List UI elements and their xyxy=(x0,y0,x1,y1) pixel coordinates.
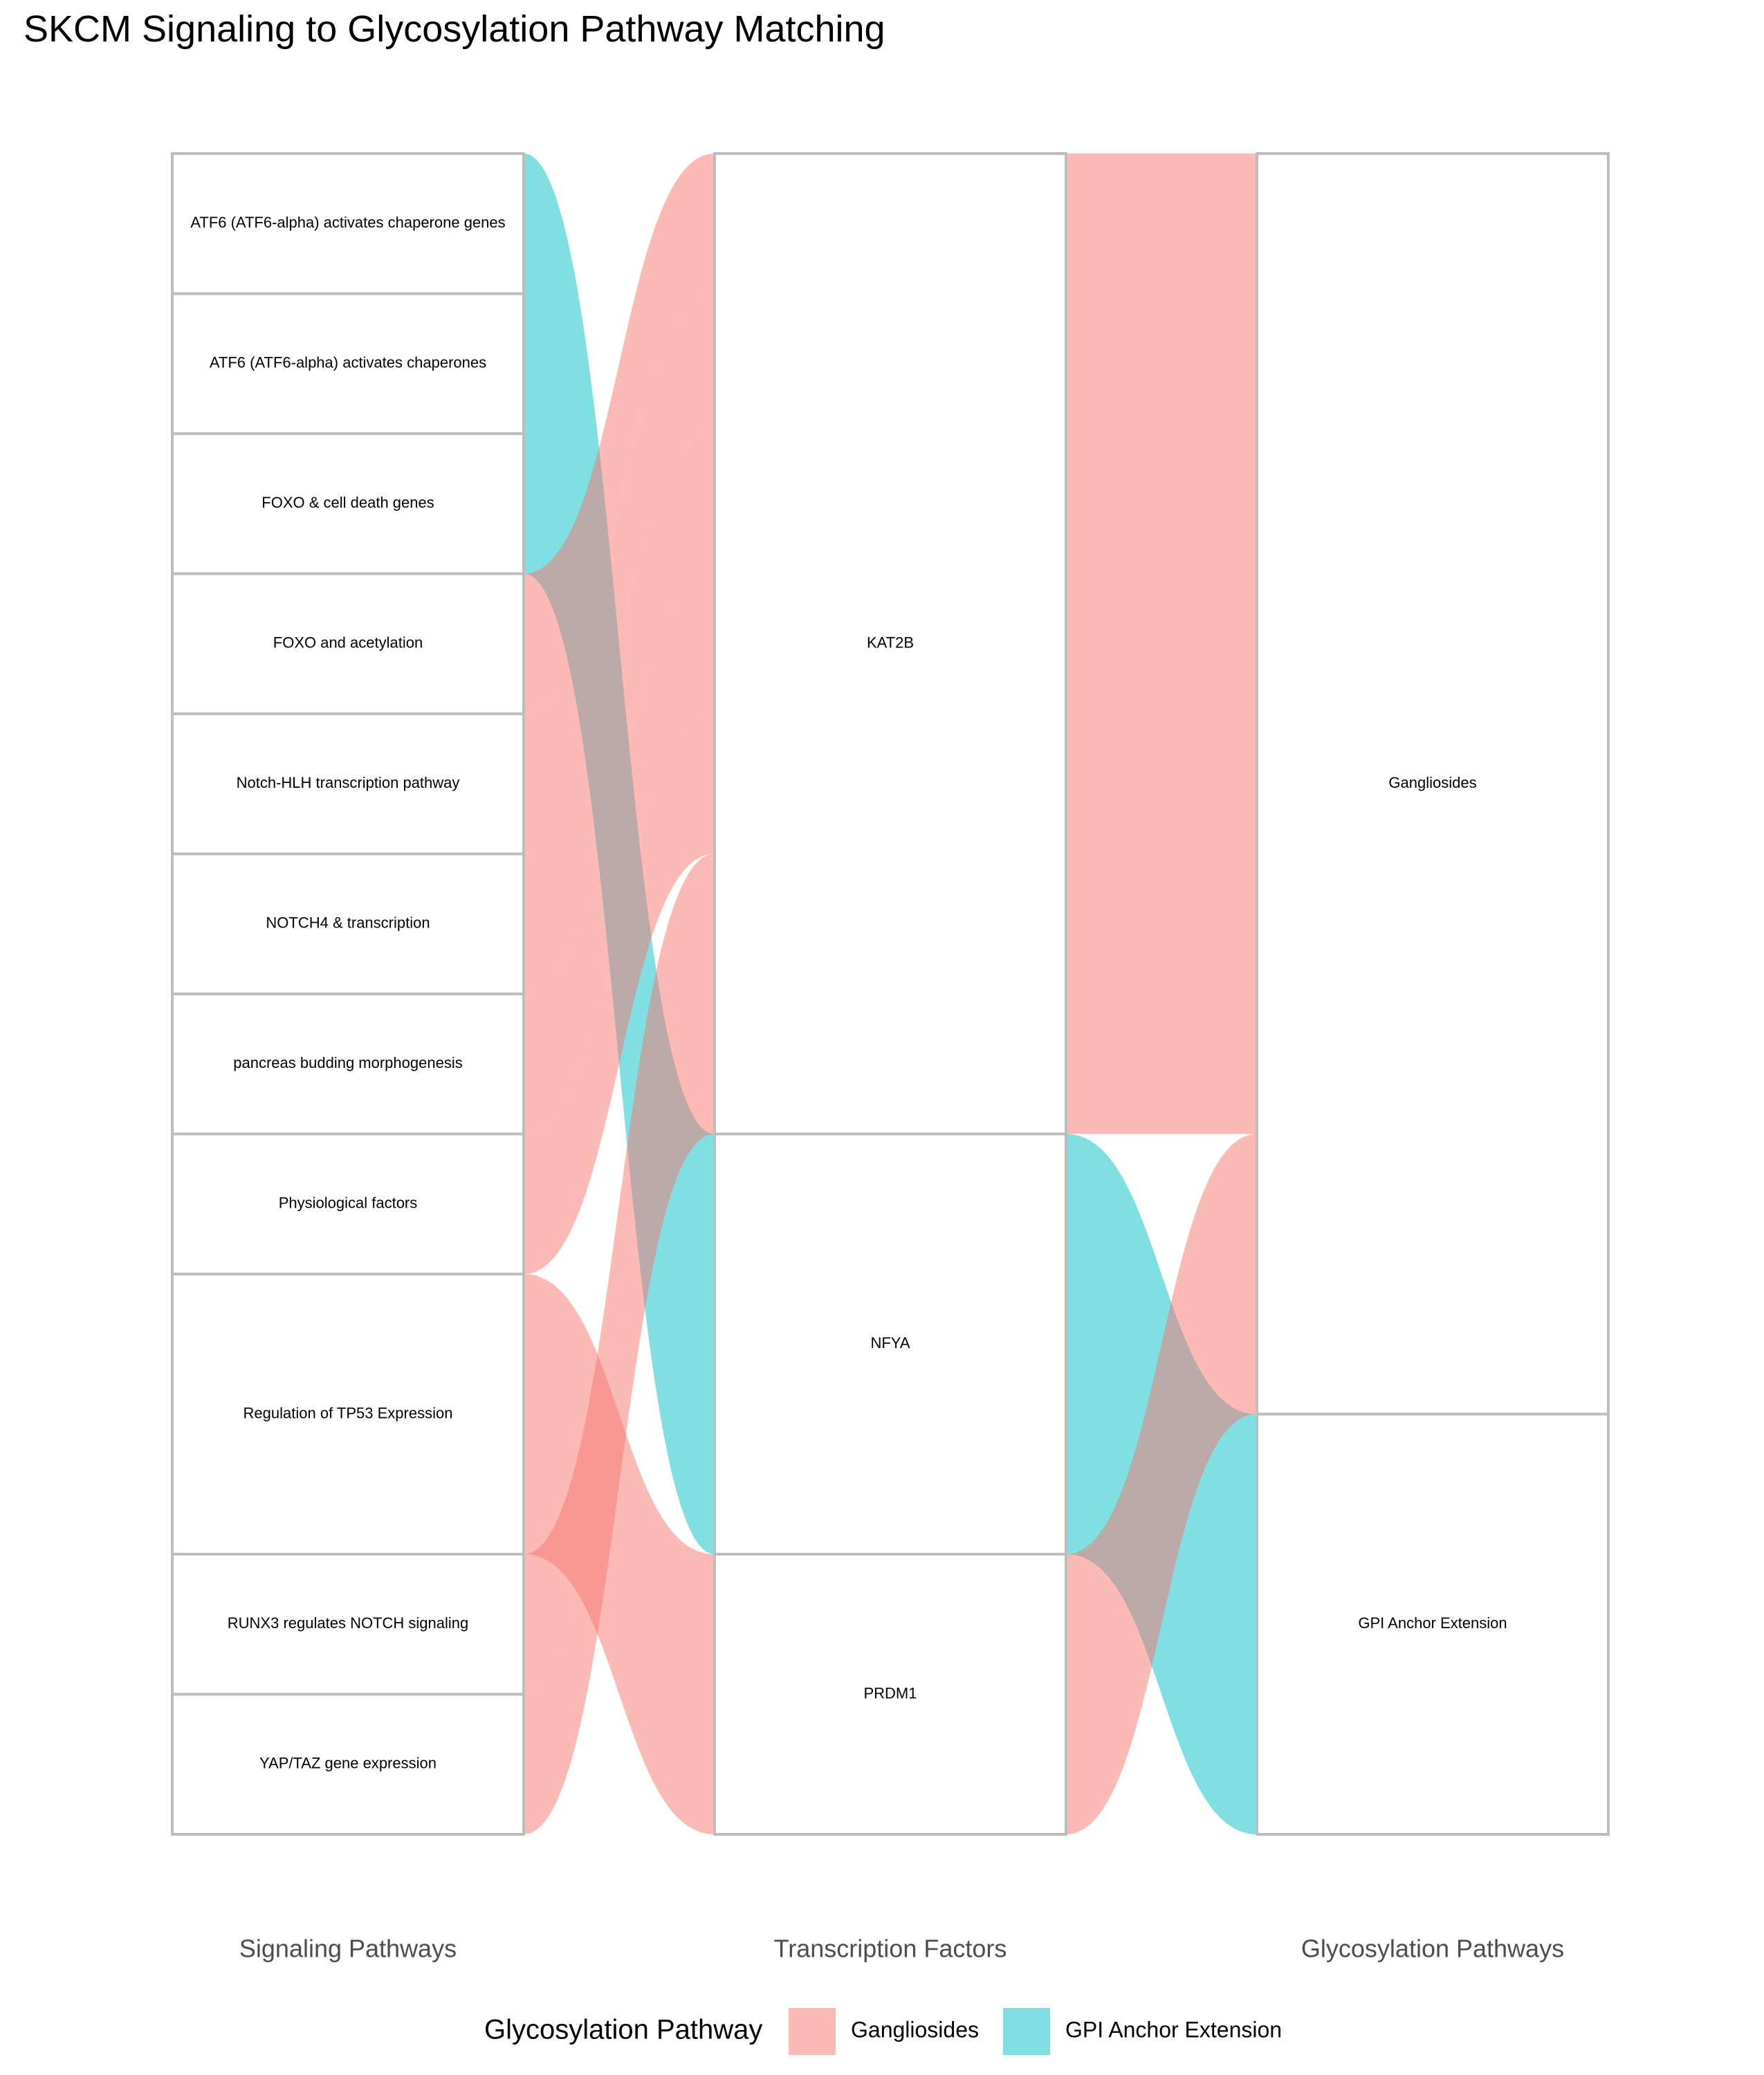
flow-runx3-regulates-notch-signaling xyxy=(524,854,1257,1695)
flow-ribbon xyxy=(1066,854,1257,994)
stratum-label: Gangliosides xyxy=(1388,774,1476,791)
flow-ribbon xyxy=(1066,994,1257,1134)
stratum-label: FOXO & cell death genes xyxy=(261,494,434,511)
stratum-label: NOTCH4 & transcription xyxy=(266,914,430,932)
stratum-label: PRDM1 xyxy=(863,1684,917,1702)
stratum-label: GPI Anchor Extension xyxy=(1358,1614,1507,1632)
stratum-label: KAT2B xyxy=(867,634,914,652)
stratum-label: Physiological factors xyxy=(279,1195,418,1212)
axis-label-signaling-pathways: Signaling Pathways xyxy=(239,1935,457,1963)
stratum-nfya: NFYA xyxy=(713,1132,1067,1556)
flow-ribbon xyxy=(524,994,715,1834)
stratum-box xyxy=(1256,152,1610,1416)
flow-regulation-of-tp53-expression xyxy=(524,1134,1257,1834)
flow-ribbon xyxy=(1066,434,1257,574)
stratum-label: FOXO and acetylation xyxy=(273,634,423,652)
stratum-box xyxy=(1256,1412,1610,1836)
stratum-label: Regulation of TP53 Expression xyxy=(244,1404,453,1421)
flow-ribbon xyxy=(524,293,715,854)
stratum-notch-hlh-transcription-pathway: Notch-HLH transcription pathway xyxy=(171,712,525,856)
stratum-box xyxy=(171,1553,525,1696)
stratum-label: ATF6 (ATF6-alpha) activates chaperone ge… xyxy=(190,214,505,231)
stratum-notch4-transcription: NOTCH4 & transcription xyxy=(171,852,525,995)
flow-ribbon xyxy=(1066,1134,1257,1834)
flow-ribbon xyxy=(524,154,715,714)
stratum-label: ATF6 (ATF6-alpha) activates chaperones xyxy=(210,354,486,371)
legend-title: Glycosylation Pathway xyxy=(484,2015,762,2045)
stratum-yap-taz-gene-expression: YAP/TAZ gene expression xyxy=(171,1693,525,1836)
stratum-foxo-and-acetylation: FOXO and acetylation xyxy=(171,572,525,715)
legend-key-gpi-anchor-extension xyxy=(1003,2008,1050,2055)
flow-physiological-factors xyxy=(524,714,1257,1274)
strata-layer: ATF6 (ATF6-alpha) activates chaperone ge… xyxy=(171,152,1610,1836)
legend-label-gpi-anchor-extension: GPI Anchor Extension xyxy=(1065,2017,1282,2042)
flows-layer xyxy=(524,154,1257,1834)
stratum-box xyxy=(713,1553,1067,1836)
flow-pancreas-budding-morphogenesis xyxy=(524,573,1257,1134)
stratum-label: Notch-HLH transcription pathway xyxy=(237,774,460,791)
flow-ribbon xyxy=(524,854,715,1695)
stratum-gpi-anchor-extension: GPI Anchor Extension xyxy=(1256,1412,1610,1836)
stratum-kat2b: KAT2B xyxy=(713,152,1067,1136)
axis-labels-layer: Signaling Pathways Transcription Factors G… xyxy=(239,1935,1564,1963)
flow-ribbon xyxy=(524,573,715,1134)
flow-ribbon xyxy=(1066,293,1257,434)
stratum-box xyxy=(171,292,525,435)
stratum-box xyxy=(171,993,525,1136)
flow-ribbon xyxy=(1066,154,1257,294)
stratum-label: NFYA xyxy=(870,1334,910,1352)
stratum-physiological-factors: Physiological factors xyxy=(171,1132,525,1275)
stratum-box xyxy=(171,1273,525,1556)
flow-ribbon xyxy=(1066,714,1257,854)
stratum-box xyxy=(171,1693,525,1836)
flow-yap-taz-gene-expression xyxy=(524,994,1257,1834)
stratum-runx3-regulates-notch-signaling: RUNX3 regulates NOTCH signaling xyxy=(171,1553,525,1696)
stratum-atf6-atf6-alpha-activates-chaperone-genes: ATF6 (ATF6-alpha) activates chaperone ge… xyxy=(171,152,525,295)
stratum-label: RUNX3 regulates NOTCH signaling xyxy=(228,1614,468,1632)
stratum-label: pancreas budding morphogenesis xyxy=(233,1054,462,1071)
legend: Glycosylation Pathway Gangliosides GPI Anc… xyxy=(484,2008,1282,2055)
stratum-box xyxy=(171,432,525,575)
flow-ribbon xyxy=(524,1274,715,1834)
flow-ribbon xyxy=(524,714,715,1274)
stratum-box xyxy=(171,572,525,715)
chart-title: SKCM Signaling to Glycosylation Pathway … xyxy=(24,8,885,50)
flow-notch-hlh-transcription-pathway xyxy=(524,293,1257,854)
stratum-box xyxy=(171,1132,525,1275)
legend-key-gangliosides xyxy=(789,2008,836,2055)
stratum-pancreas-budding-morphogenesis: pancreas budding morphogenesis xyxy=(171,993,525,1136)
stratum-atf6-atf6-alpha-activates-chaperones: ATF6 (ATF6-alpha) activates chaperones xyxy=(171,292,525,435)
flow-foxo-and-acetylation xyxy=(524,154,1257,714)
stratum-foxo-cell-death-genes: FOXO & cell death genes xyxy=(171,432,525,575)
stratum-label: YAP/TAZ gene expression xyxy=(259,1755,437,1772)
stratum-prdm1: PRDM1 xyxy=(713,1553,1067,1836)
legend-label-gangliosides: Gangliosides xyxy=(851,2017,979,2042)
stratum-regulation-of-tp53-expression: Regulation of TP53 Expression xyxy=(171,1273,525,1556)
stratum-box xyxy=(713,1132,1067,1556)
flow-notch4-transcription xyxy=(524,434,1257,994)
flow-ribbon xyxy=(1066,573,1257,714)
axis-label-glycosylation-pathways: Glycosylation Pathways xyxy=(1301,1935,1564,1963)
stratum-gangliosides: Gangliosides xyxy=(1256,152,1610,1416)
flow-ribbon xyxy=(524,434,715,994)
stratum-box xyxy=(713,152,1067,1136)
axis-label-transcription-factors: Transcription Factors xyxy=(774,1935,1007,1963)
stratum-box xyxy=(171,712,525,856)
